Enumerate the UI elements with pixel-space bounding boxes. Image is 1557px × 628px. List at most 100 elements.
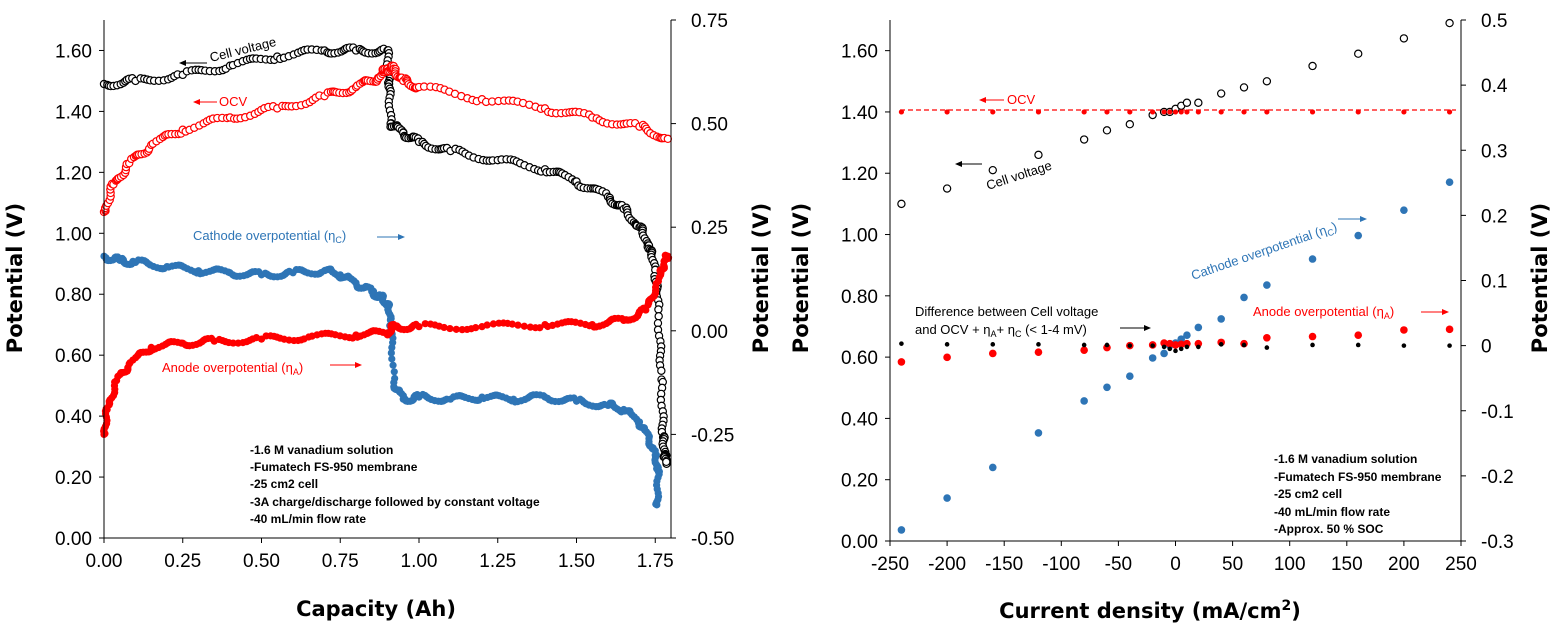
right-ocv-point <box>1104 109 1110 115</box>
right-difference-point <box>1167 346 1173 352</box>
left-anode-overpotential-point <box>415 323 423 331</box>
right-anode-overpotential-point <box>1308 332 1317 341</box>
right-x-tick-label: -250 <box>871 554 909 575</box>
left-y-tick-label: 0.20 <box>55 468 92 489</box>
left-y-tick-label: 0.40 <box>55 407 92 428</box>
right-difference-label-line2: and OCV + ηA+ ηC (< 1-4 mV) <box>915 322 1087 339</box>
right-difference-point <box>1184 344 1190 350</box>
left-cell-voltage-point <box>654 305 663 314</box>
right-cathode-overpotential-point <box>1400 206 1408 214</box>
right-difference-label-line1: Difference between Cell voltage <box>915 304 1098 319</box>
left-anode-overpotential-point <box>489 320 497 328</box>
right-cathode-overpotential-point <box>1103 383 1111 392</box>
right-x-tick-label: -200 <box>928 554 966 575</box>
left-annotation-cathode: Cathode overpotential (ηC) <box>193 228 405 245</box>
left-y-tick-label: 1.20 <box>55 163 92 184</box>
right-y-tick-label: 0.20 <box>841 471 878 492</box>
left-cathode-overpotential-point <box>389 361 397 369</box>
right-cathode-overpotential-point <box>1194 323 1203 332</box>
right-annotation-ocv: OCV <box>979 92 1036 107</box>
right-ocv-point <box>990 109 996 115</box>
right-ocv-point <box>1167 109 1173 115</box>
right-anode-overpotential-point <box>1171 341 1180 349</box>
left-x-tick-label: 0.00 <box>86 551 123 572</box>
left-anode-overpotential-point <box>483 321 491 329</box>
left-series-cathode-overpotential <box>100 252 663 509</box>
right-x-tick-label: 50 <box>1222 554 1243 575</box>
left-cathode-overpotential-point <box>388 343 396 352</box>
right-anode-overpotential-point <box>1445 325 1454 334</box>
right-anode-overpotential-point <box>1177 340 1186 349</box>
left-cell-voltage-point <box>662 457 671 467</box>
left-ocv-label: OCV <box>219 94 248 109</box>
left-anode-overpotential-point <box>508 320 516 328</box>
right-cell-voltage-point <box>1079 135 1089 144</box>
right-cell-voltage-point <box>1182 98 1192 107</box>
right-y-tick-label: 0.60 <box>841 348 878 369</box>
right-y-tick-label: 1.20 <box>841 164 878 185</box>
left-ocv-point <box>663 134 673 144</box>
right-cathode-overpotential-point <box>1080 397 1088 405</box>
left-x-tick-label: 1.25 <box>479 551 516 572</box>
left-anode-overpotential-point <box>440 323 448 332</box>
right-cell-voltage-point <box>1354 49 1363 58</box>
right-x-tick-label: 150 <box>1331 554 1363 575</box>
right-ocv-label: OCV <box>1007 92 1036 107</box>
left-annotation-anode: Anode overpotential (ηA) <box>162 360 362 377</box>
right-difference-point <box>1081 342 1087 348</box>
left-anode-overpotential-point <box>536 324 544 332</box>
right-notes: -1.6 M vanadium solution -Fumatech FS-95… <box>1274 452 1442 536</box>
right-anode-overpotential-point <box>1263 334 1271 342</box>
right-ocv-point <box>1446 109 1453 115</box>
right-anode-overpotential-point <box>1080 346 1088 354</box>
left-anode-overpotential-point <box>472 324 480 332</box>
right-ocv-point <box>1184 109 1190 115</box>
right-y2-tick-label: -0.1 <box>1481 402 1514 423</box>
right-difference-point <box>1173 348 1178 354</box>
right-y2-tick-label: 0.3 <box>1481 141 1507 162</box>
right-cathode-overpotential-point <box>897 526 906 534</box>
left-x-tick-label: 0.50 <box>243 551 280 572</box>
left-cathode-overpotential-point <box>387 349 395 357</box>
left-note-line: -25 cm2 cell <box>250 477 318 491</box>
right-cathode-overpotential-point <box>943 494 951 502</box>
left-chart-series <box>99 43 673 509</box>
left-y2-tick-label: -0.50 <box>691 529 734 550</box>
left-note-line: -3A charge/discharge followed by constan… <box>250 495 540 509</box>
right-cathode-overpotential-point <box>1263 281 1271 289</box>
right-difference-point <box>899 341 904 346</box>
right-chart-ylabel: Potential (V) <box>789 203 813 353</box>
right-cell-voltage-point <box>1034 150 1043 160</box>
left-cathode-overpotential-point <box>390 368 398 376</box>
right-ocv-point <box>1035 109 1042 115</box>
right-difference-point <box>1196 344 1201 350</box>
right-y2-tick-label: 0.5 <box>1481 11 1507 32</box>
left-y2-tick-label: 0.50 <box>691 115 728 136</box>
right-x-tick-label: 200 <box>1388 554 1420 575</box>
right-difference-point <box>1264 345 1270 350</box>
right-chart: -250 -200 -150 -100 -50 0 50 100 150 200 250 0.00 0.… <box>789 11 1552 623</box>
right-annotation-difference: Difference between Cell voltage and OCV … <box>915 304 1151 339</box>
right-cathode-overpotential-point <box>1240 293 1248 302</box>
right-anode-label: Anode overpotential (ηA) <box>1253 304 1394 321</box>
right-y2-tick-label: 0.1 <box>1481 272 1507 293</box>
right-y-tick-label: 0.80 <box>841 287 878 308</box>
left-cathode-overpotential-point <box>387 314 395 322</box>
left-x-tick-label: 0.75 <box>322 551 359 572</box>
right-difference-point <box>1127 343 1133 348</box>
right-ocv-point <box>1264 109 1270 115</box>
left-chart-ticks: 0.00 0.25 0.50 0.75 1.00 1.25 1.50 1.75 0.00 0.20… <box>55 11 734 572</box>
right-series-cell-voltage <box>897 18 1454 209</box>
left-y-tick-label: 0.00 <box>55 529 92 550</box>
right-x-tick-label: 250 <box>1445 554 1477 575</box>
right-note-line: -Approx. 50 % SOC <box>1274 522 1384 536</box>
left-x-tick-label: 0.25 <box>164 551 201 572</box>
right-y-tick-label: 1.60 <box>841 42 878 63</box>
left-cell-voltage-point <box>654 312 663 321</box>
right-cathode-overpotential-point <box>1183 331 1191 340</box>
right-chart-xlabel: Current density (mA/cm2) <box>999 598 1301 623</box>
right-y2-tick-label: -0.2 <box>1481 467 1514 488</box>
left-y2-tick-label: 0.75 <box>691 11 728 32</box>
left-anode-overpotential-point <box>514 321 522 329</box>
right-anode-overpotential-point <box>1400 326 1408 334</box>
